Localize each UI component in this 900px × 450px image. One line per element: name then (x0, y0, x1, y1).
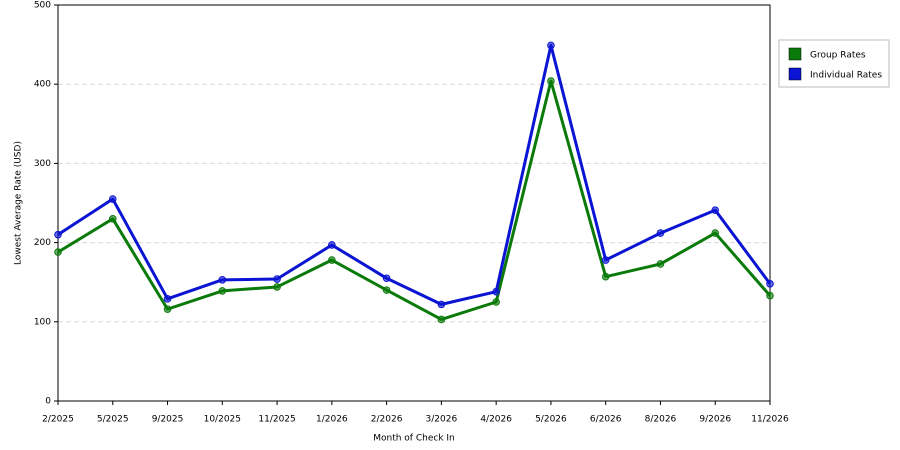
legend-label: Individual Rates (810, 71, 882, 81)
legend-swatch (788, 67, 802, 81)
x-tick-label: 6/2026 (590, 415, 622, 425)
data-point (547, 41, 555, 50)
legend-label: Group Rates (810, 51, 866, 61)
data-point (711, 206, 720, 214)
data-point (601, 256, 610, 264)
x-tick-label: 9/2026 (699, 415, 731, 425)
data-point (492, 298, 500, 306)
data-point (711, 229, 720, 237)
y-tick-label: 200 (34, 238, 51, 248)
data-point (547, 77, 555, 85)
data-point (766, 291, 774, 300)
data-point (273, 275, 281, 283)
data-point (163, 305, 172, 313)
x-tick-label: 8/2026 (645, 415, 677, 425)
data-point (108, 195, 117, 203)
data-point (437, 300, 446, 309)
data-point (273, 283, 281, 291)
data-point (328, 241, 336, 249)
y-tick-label: 0 (45, 397, 51, 407)
series-line (57, 43, 772, 306)
data-point (218, 276, 227, 284)
x-tick-label: 5/2025 (97, 415, 129, 425)
data-point (382, 274, 391, 283)
x-tick-label: 2/2025 (42, 415, 74, 425)
data-point (54, 248, 62, 256)
x-axis-label: Month of Check In (373, 434, 455, 444)
y-axis-label: Lowest Average Rate (USD) (14, 141, 24, 265)
legend-swatch (788, 47, 802, 61)
x-tick-label: 4/2026 (480, 415, 512, 425)
x-tick-label: 2/2026 (371, 415, 403, 425)
x-tick-label: 1/2026 (316, 415, 348, 425)
data-point (54, 230, 62, 239)
data-point (656, 260, 665, 268)
data-point (601, 272, 610, 281)
data-point (766, 279, 774, 288)
data-point (437, 315, 446, 324)
data-point (382, 286, 391, 294)
data-point (218, 287, 227, 295)
y-tick-label: 400 (34, 80, 51, 90)
x-tick-label: 11/2025 (258, 415, 295, 425)
y-tick-label: 500 (34, 1, 51, 11)
y-tick-label: 100 (34, 317, 51, 327)
series-line (57, 79, 772, 321)
x-tick-label: 3/2026 (426, 415, 458, 425)
data-point (108, 215, 117, 223)
data-point (492, 287, 500, 296)
data-point (163, 295, 172, 303)
plot-frame (57, 4, 771, 402)
x-tick-label: 10/2025 (204, 415, 241, 425)
y-tick-label: 300 (34, 159, 51, 169)
x-tick-label: 11/2026 (751, 415, 789, 425)
x-tick-label: 9/2025 (152, 415, 184, 425)
data-point (656, 229, 665, 237)
data-point (328, 256, 336, 264)
x-tick-label: 5/2026 (535, 415, 567, 425)
